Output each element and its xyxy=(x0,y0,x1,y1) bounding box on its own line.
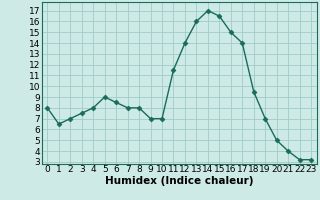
X-axis label: Humidex (Indice chaleur): Humidex (Indice chaleur) xyxy=(105,176,253,186)
